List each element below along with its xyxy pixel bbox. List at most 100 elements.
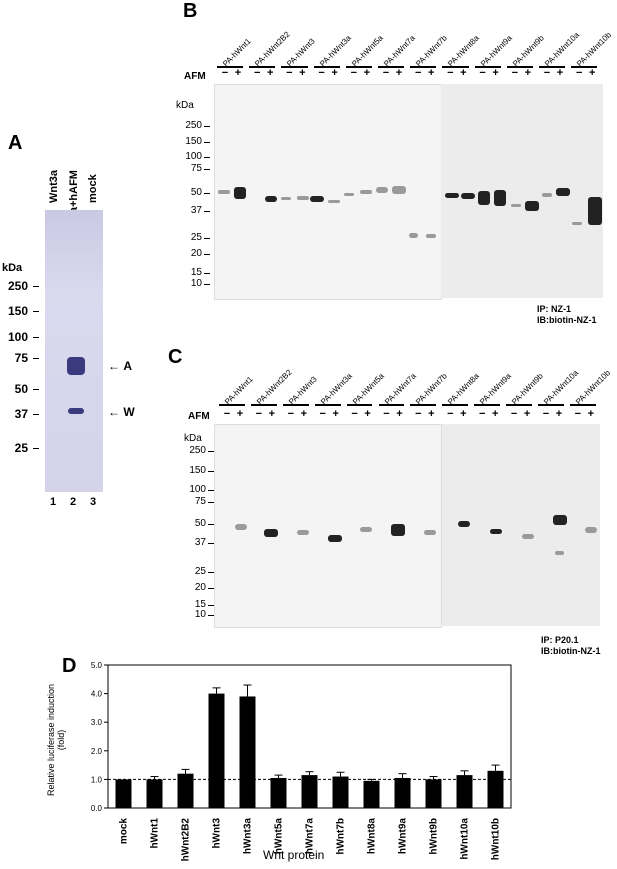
afm-plus: + — [396, 408, 403, 420]
afm-plus: + — [331, 67, 338, 79]
lane-group-line — [569, 404, 596, 406]
afm-plus: + — [523, 408, 531, 420]
afm-minus: − — [447, 67, 454, 79]
lane-group-line — [250, 404, 277, 406]
afm-minus: − — [223, 408, 231, 420]
bar-mock — [115, 779, 132, 808]
afm-plus: + — [395, 67, 403, 79]
panel-b-ip: IP: NZ-1 — [537, 304, 572, 314]
mw-marker: 50 — [194, 518, 206, 529]
lane-group-label: PA-hWnt9a — [478, 33, 514, 69]
lane-group-line — [378, 66, 405, 68]
mw-tick — [208, 490, 214, 491]
lane-group-label: PA-hWnt9a — [478, 371, 514, 407]
panel-a-marker: 100 — [7, 330, 28, 344]
afm-plus: + — [300, 408, 308, 420]
mw-tick — [204, 254, 210, 255]
mw-tick — [208, 524, 214, 525]
mw-tick — [208, 502, 214, 503]
afm-minus: − — [543, 67, 551, 79]
x-tick-label: hWnt10a — [460, 818, 471, 860]
marker-tick — [33, 414, 39, 415]
blot-band — [344, 193, 354, 196]
bar-hWnt2B2 — [177, 773, 194, 808]
panel-b-afm-label: AFM — [184, 71, 206, 82]
blot-band — [360, 527, 372, 532]
lane-group-line — [442, 66, 469, 68]
lane-group-label: PA-hWnt5a — [349, 33, 385, 69]
bar-hWnt7b — [332, 776, 349, 808]
mw-marker: 25 — [190, 232, 202, 243]
mw-tick — [204, 238, 210, 239]
lane-group-line — [282, 404, 309, 406]
panel-d-letter: D — [62, 655, 77, 677]
afm-minus: − — [319, 408, 326, 420]
marker-tick — [33, 358, 39, 359]
lane-group-label: PA-hWnt7a — [382, 371, 418, 407]
panel-a-band-w — [68, 408, 84, 414]
mw-marker: 10 — [190, 278, 202, 289]
panel-b-blot-right — [441, 84, 603, 298]
marker-tick — [33, 389, 39, 390]
x-tick-label: hWnt9a — [398, 818, 409, 855]
lane-group-line — [313, 66, 340, 68]
panel-b-ib: IB:biotin-NZ-1 — [537, 315, 597, 325]
mw-marker: 15 — [190, 267, 202, 278]
panel-a-lane-1-label: Wnt3a — [48, 170, 60, 203]
mw-marker: 20 — [194, 582, 206, 593]
afm-plus: + — [460, 67, 467, 79]
lane-group-line — [571, 66, 598, 68]
bar-hWnt10a — [456, 775, 473, 808]
lane-group-label: PA-hWnt3a — [318, 371, 354, 407]
lane-group-label: PA-hWnt7b — [414, 371, 450, 407]
lane-group-label: PA-hWnt5a — [350, 371, 386, 407]
afm-minus: − — [575, 67, 583, 79]
panel-b-letter: B — [183, 0, 198, 22]
mw-tick — [204, 273, 210, 274]
blot-band — [426, 234, 436, 238]
mw-marker: 250 — [189, 445, 206, 456]
arrow-a-text: A — [123, 359, 133, 373]
panel-c-afm-label: AFM — [188, 411, 210, 422]
x-tick-label: hWnt7b — [336, 818, 347, 855]
mw-tick — [204, 284, 210, 285]
lane-group-label: PA-hWnt9b — [510, 371, 545, 407]
blot-band — [553, 515, 567, 525]
mw-marker: 50 — [190, 187, 202, 198]
afm-minus: − — [255, 408, 263, 420]
blot-band — [297, 530, 309, 535]
x-tick-label: mock — [119, 818, 130, 845]
mw-marker: 37 — [194, 537, 206, 548]
x-tick-label: hWnt3 — [212, 818, 223, 849]
afm-plus: + — [332, 408, 339, 420]
marker-tick — [33, 286, 39, 287]
bar-hWnt1 — [146, 779, 163, 808]
blot-band — [572, 222, 582, 225]
mw-tick — [208, 572, 214, 573]
afm-plus: + — [555, 408, 563, 420]
y-tick-label: 0.0 — [91, 804, 103, 813]
bar-hWnt10b — [487, 770, 504, 808]
afm-plus: + — [299, 67, 306, 79]
afm-minus: − — [253, 67, 261, 79]
panel-a-marker: 150 — [7, 304, 28, 318]
mw-tick — [208, 588, 214, 589]
panel-a-marker: 25 — [14, 441, 28, 455]
mw-marker: 250 — [185, 120, 202, 131]
mw-tick — [204, 142, 210, 143]
panel-c-ip: IP: P20.1 — [541, 635, 579, 645]
panel-b-blot-left — [214, 84, 442, 300]
lane-group-line — [281, 66, 308, 68]
afm-minus: − — [542, 408, 550, 420]
blot-band — [445, 193, 459, 198]
plot-frame — [107, 664, 512, 809]
lane-group-line — [442, 404, 469, 406]
bar-hWnt3 — [208, 693, 225, 808]
x-tick-label: hWnt10b — [491, 818, 502, 860]
lane-group-line — [249, 66, 276, 68]
blot-band — [264, 529, 278, 537]
lane-group-label: PA-hWnt3 — [286, 374, 319, 407]
afm-plus: + — [268, 408, 276, 420]
lane-group-line — [538, 404, 564, 406]
panel-a-kda-label: kDa — [2, 262, 23, 274]
